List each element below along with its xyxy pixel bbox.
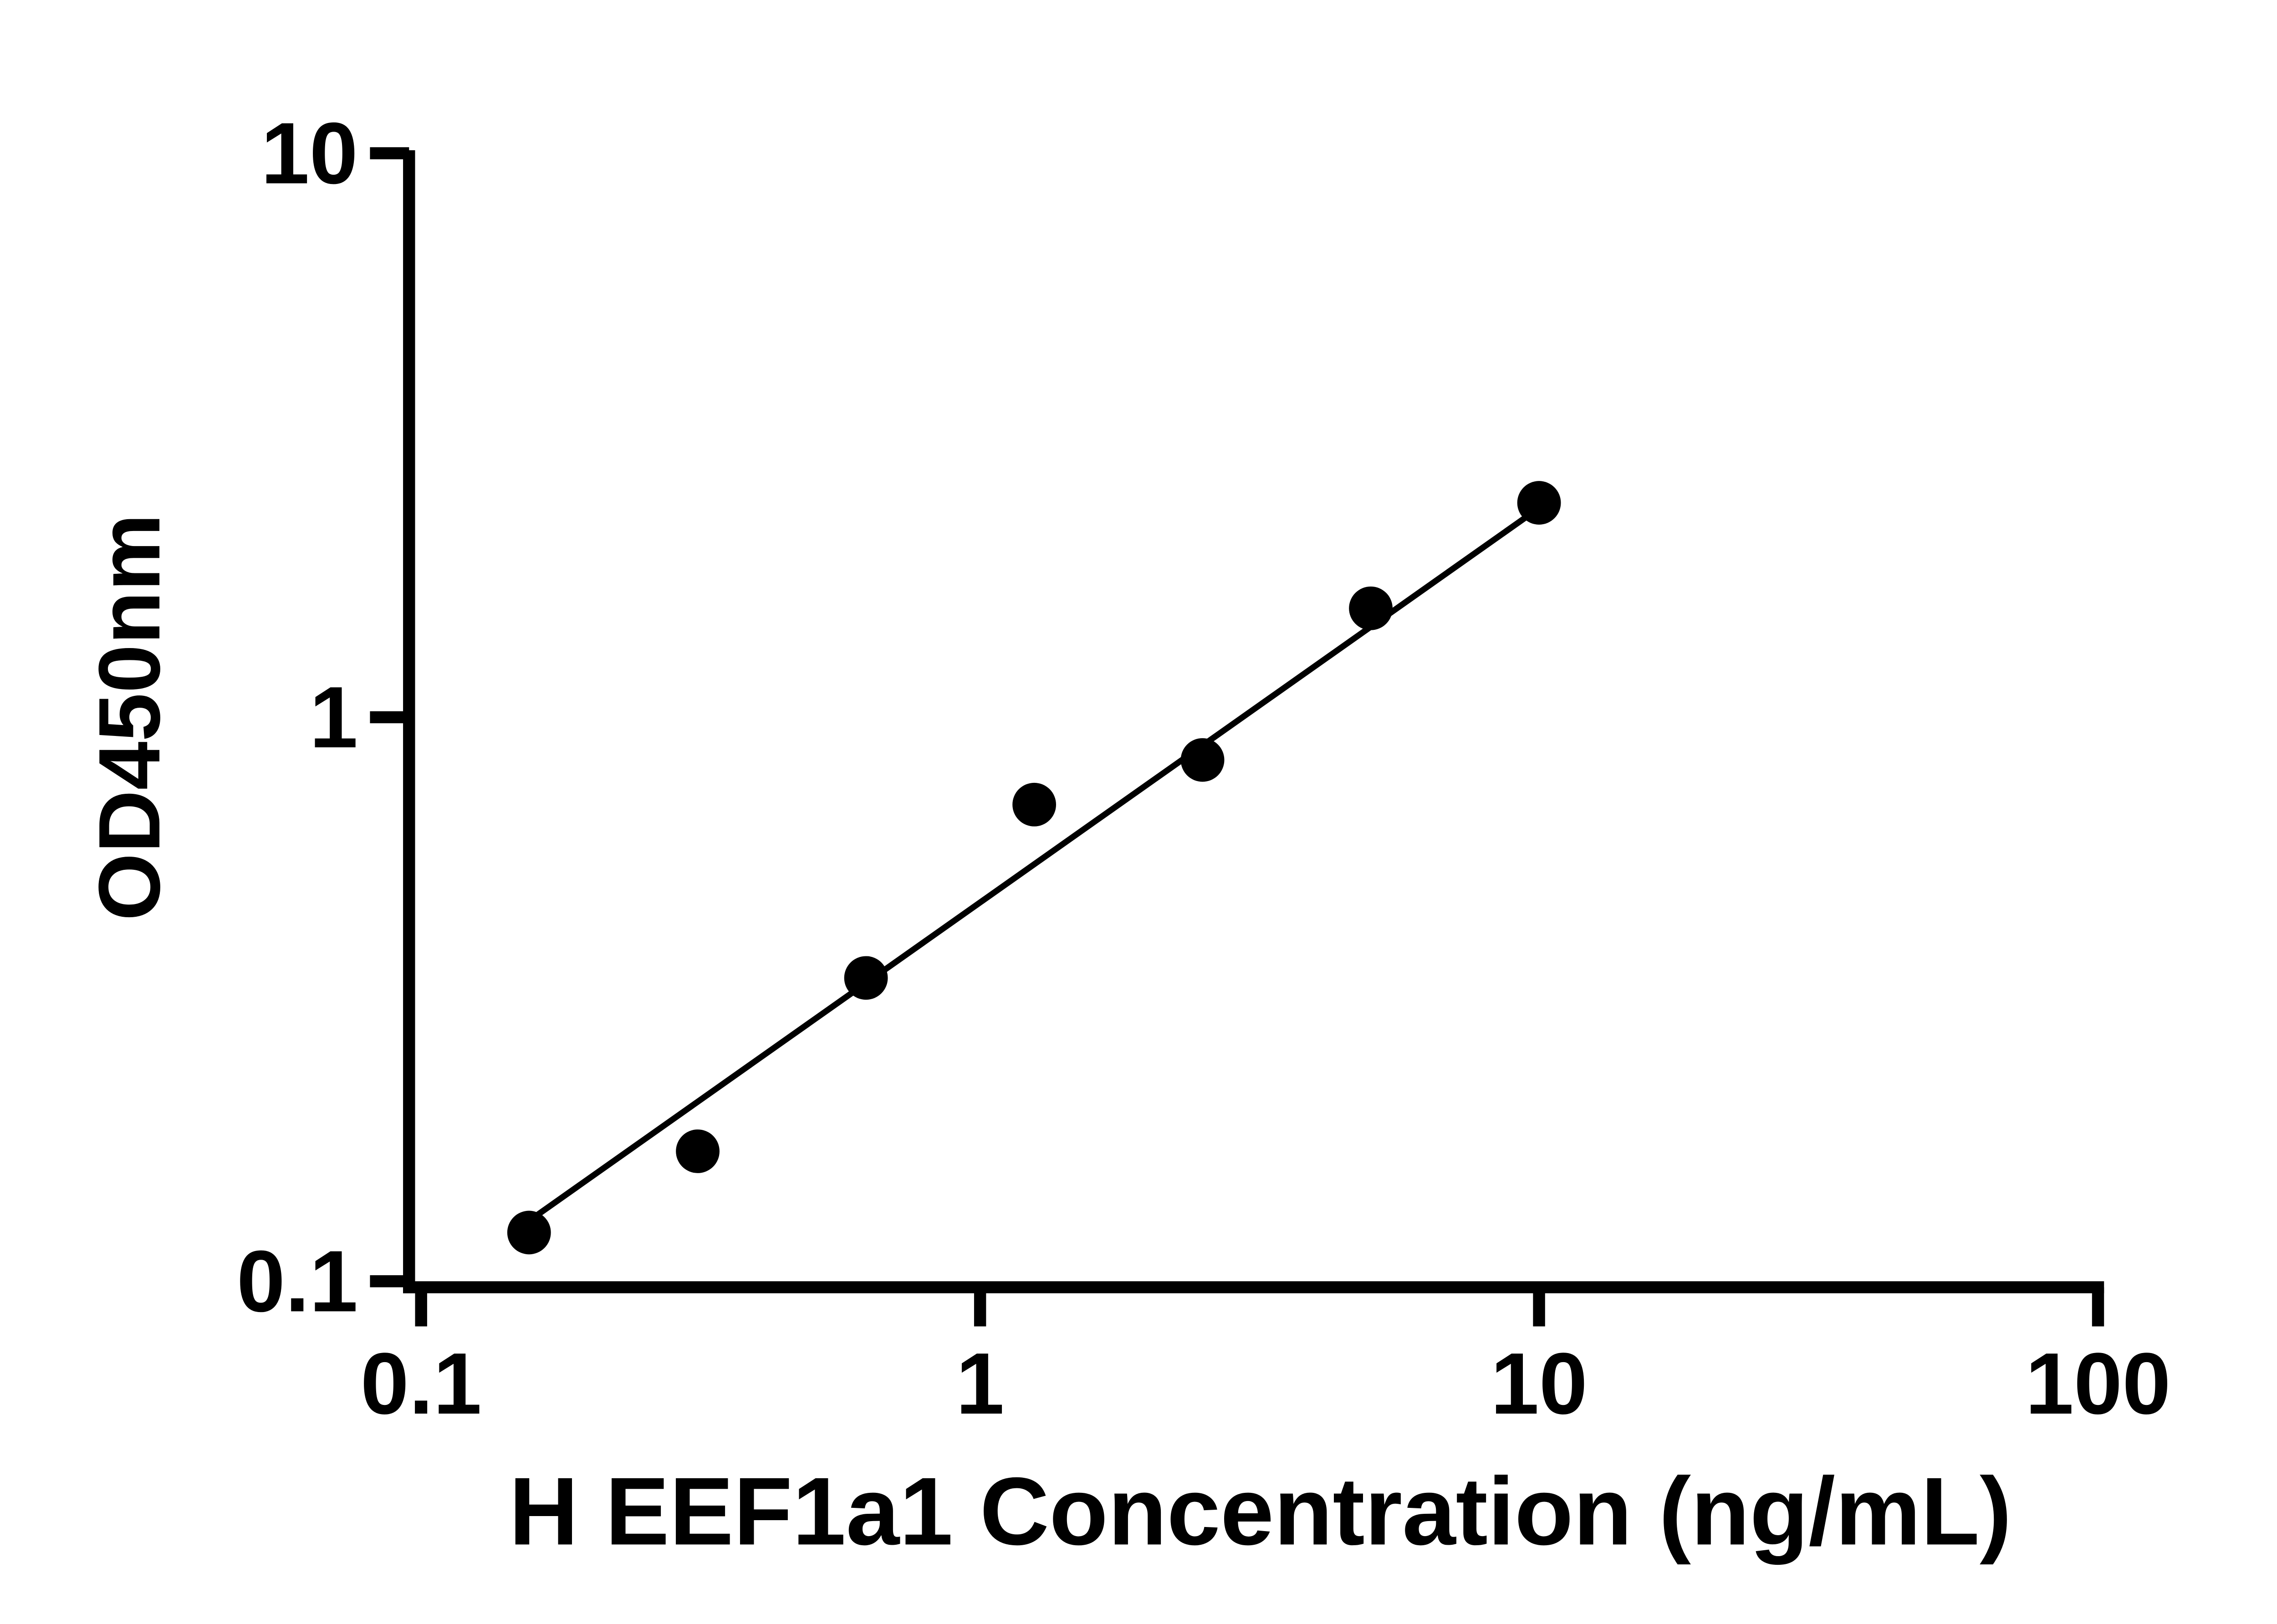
data-point xyxy=(1012,782,1056,827)
data-point xyxy=(1349,586,1393,630)
y-axis-title: OD450nm xyxy=(81,514,178,921)
y-tick-label: 0.1 xyxy=(237,1232,358,1330)
y-tick-label: 1 xyxy=(309,669,358,766)
x-tick-label: 10 xyxy=(1491,1335,1588,1432)
x-axis-title: H EEF1a1 Concentration (ng/mL) xyxy=(509,1457,2012,1565)
data-point xyxy=(1180,738,1225,782)
data-point xyxy=(676,1129,720,1173)
data-point xyxy=(1517,481,1561,525)
data-point xyxy=(844,956,888,1000)
data-layer xyxy=(507,481,1561,1255)
y-tick-label: 10 xyxy=(261,105,358,202)
x-tick-label: 1 xyxy=(956,1335,1005,1432)
axes-layer: 0.1 1 10 100 0.1 1 10 xyxy=(237,105,2171,1432)
data-point xyxy=(507,1210,551,1255)
x-tick-label: 100 xyxy=(2025,1335,2171,1432)
x-tick-label: 0.1 xyxy=(361,1335,482,1432)
